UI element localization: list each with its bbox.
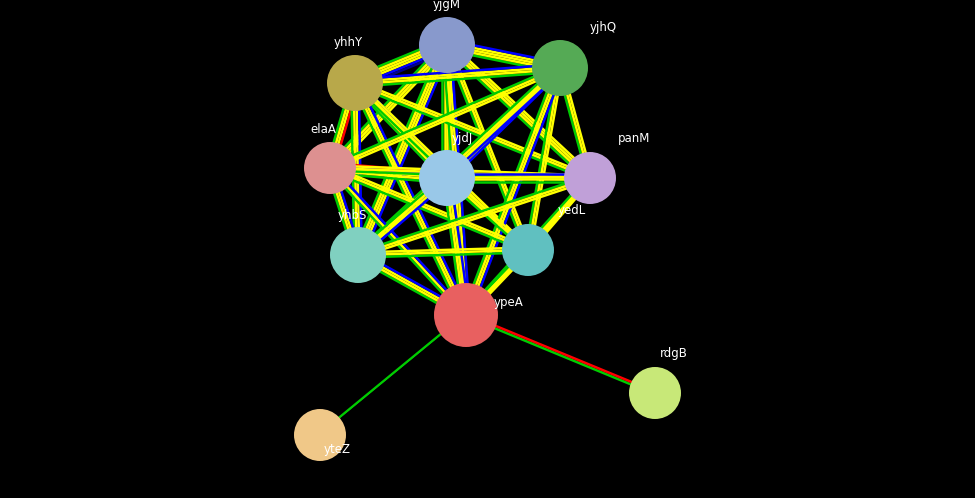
Text: yteZ: yteZ xyxy=(324,443,351,456)
Text: yjhQ: yjhQ xyxy=(590,21,617,34)
Ellipse shape xyxy=(419,150,475,206)
Ellipse shape xyxy=(327,55,383,111)
Text: ypeA: ypeA xyxy=(494,295,524,308)
Ellipse shape xyxy=(294,409,346,461)
Ellipse shape xyxy=(434,283,498,347)
Ellipse shape xyxy=(532,40,588,96)
Text: yjdJ: yjdJ xyxy=(451,132,473,145)
Text: rdgB: rdgB xyxy=(660,347,688,360)
Text: yjgM: yjgM xyxy=(433,0,461,11)
Text: panM: panM xyxy=(618,132,650,145)
Text: yedL: yedL xyxy=(558,204,586,217)
Ellipse shape xyxy=(629,367,681,419)
Ellipse shape xyxy=(564,152,616,204)
Ellipse shape xyxy=(502,224,554,276)
Ellipse shape xyxy=(304,142,356,194)
Ellipse shape xyxy=(419,17,475,73)
Text: yhbS: yhbS xyxy=(337,209,367,222)
Text: elaA: elaA xyxy=(310,123,336,136)
Ellipse shape xyxy=(330,227,386,283)
Text: yhhY: yhhY xyxy=(333,36,363,49)
